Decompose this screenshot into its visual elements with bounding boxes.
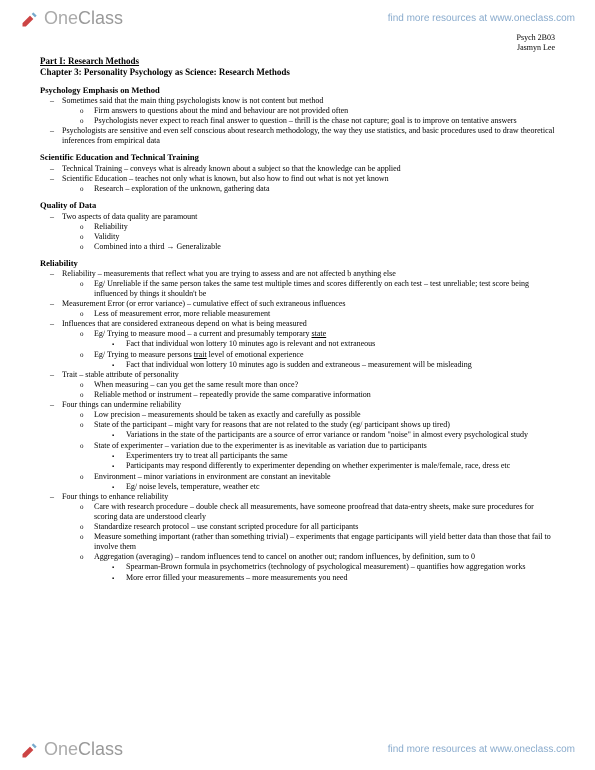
list-item: Standardize research protocol – use cons… [80, 522, 555, 532]
list-item: Reliability – measurements that reflect … [40, 269, 555, 299]
list-item: Experimenters try to treat all participa… [112, 451, 555, 462]
list-item: Scientific Education – teaches not only … [40, 174, 555, 194]
page-footer: OneClass find more resources at www.onec… [0, 735, 595, 764]
author-name: Jasmyn Lee [0, 43, 555, 53]
list-item: Four things can undermine reliability Lo… [40, 400, 555, 492]
section-heading: Quality of Data [40, 200, 555, 211]
list-item: Aggregation (averaging) – random influen… [80, 552, 555, 583]
resources-link-footer[interactable]: find more resources at www.oneclass.com [388, 744, 575, 755]
list-item: Validity [80, 232, 555, 242]
pencil-icon [20, 9, 40, 29]
brand-logo-footer: OneClass [20, 739, 123, 760]
pencil-icon [20, 740, 40, 760]
list-item: Two aspects of data quality are paramoun… [40, 212, 555, 252]
list-item: Research – exploration of the unknown, g… [80, 184, 555, 194]
list-item: Sometimes said that the main thing psych… [40, 96, 555, 126]
list-item: When measuring – can you get the same re… [80, 380, 555, 390]
list-item: Fact that individual won lottery 10 minu… [112, 360, 555, 371]
brand-logo: OneClass [20, 8, 123, 29]
list-item: Combined into a third → Generalizable [80, 242, 555, 252]
list-item: Measure something important (rather than… [80, 532, 555, 552]
page-header: OneClass find more resources at www.onec… [0, 0, 595, 33]
list-item: Environment – minor variations in enviro… [80, 472, 555, 493]
part-title: Part I: Research Methods [40, 56, 555, 67]
list-item: Technical Training – conveys what is alr… [40, 164, 555, 174]
section-heading: Scientific Education and Technical Train… [40, 152, 555, 163]
list-item: Participants may respond differently to … [112, 461, 555, 472]
resources-link[interactable]: find more resources at www.oneclass.com [388, 13, 575, 24]
list-item: Four things to enhance reliability Care … [40, 492, 555, 583]
list-item: Less of measurement error, more reliable… [80, 309, 555, 319]
list-item: Low precision – measurements should be t… [80, 410, 555, 420]
list-item: Variations in the state of the participa… [112, 430, 555, 441]
course-code: Psych 2B03 [0, 33, 555, 43]
list-item: Fact that individual won lottery 10 minu… [112, 339, 555, 350]
list-item: Spearman-Brown formula in psychometrics … [112, 562, 555, 573]
list-item: Eg/ noise levels, temperature, weather e… [112, 482, 555, 493]
doc-meta: Psych 2B03 Jasmyn Lee [0, 33, 595, 54]
list-item: Eg/ Trying to measure persons trait leve… [80, 350, 555, 371]
section-heading: Psychology Emphasis on Method [40, 85, 555, 96]
list-item: Reliability [80, 222, 555, 232]
logo-class: Class [78, 8, 123, 28]
list-item: State of experimenter – variation due to… [80, 441, 555, 472]
chapter-title: Chapter 3: Personality Psychology as Sci… [40, 67, 555, 78]
list-item: Care with research procedure – double ch… [80, 502, 555, 522]
list-item: Reliable method or instrument – repeated… [80, 390, 555, 400]
list-item: Influences that are considered extraneou… [40, 319, 555, 370]
list-item: Trait – stable attribute of personality … [40, 370, 555, 400]
list-item: Psychologists never expect to reach fina… [80, 116, 555, 126]
list-item: Psychologists are sensitive and even sel… [40, 126, 555, 146]
list-item: Eg/ Trying to measure mood – a current a… [80, 329, 555, 350]
list-item: More error filled your measurements – mo… [112, 573, 555, 584]
list-item: Measurement Error (or error variance) – … [40, 299, 555, 319]
list-item: Eg/ Unreliable if the same person takes … [80, 279, 555, 299]
list-item: State of the participant – might vary fo… [80, 420, 555, 441]
document-body: Part I: Research Methods Chapter 3: Pers… [0, 54, 595, 591]
list-item: Firm answers to questions about the mind… [80, 106, 555, 116]
section-heading: Reliability [40, 258, 555, 269]
logo-one: One [44, 8, 78, 28]
